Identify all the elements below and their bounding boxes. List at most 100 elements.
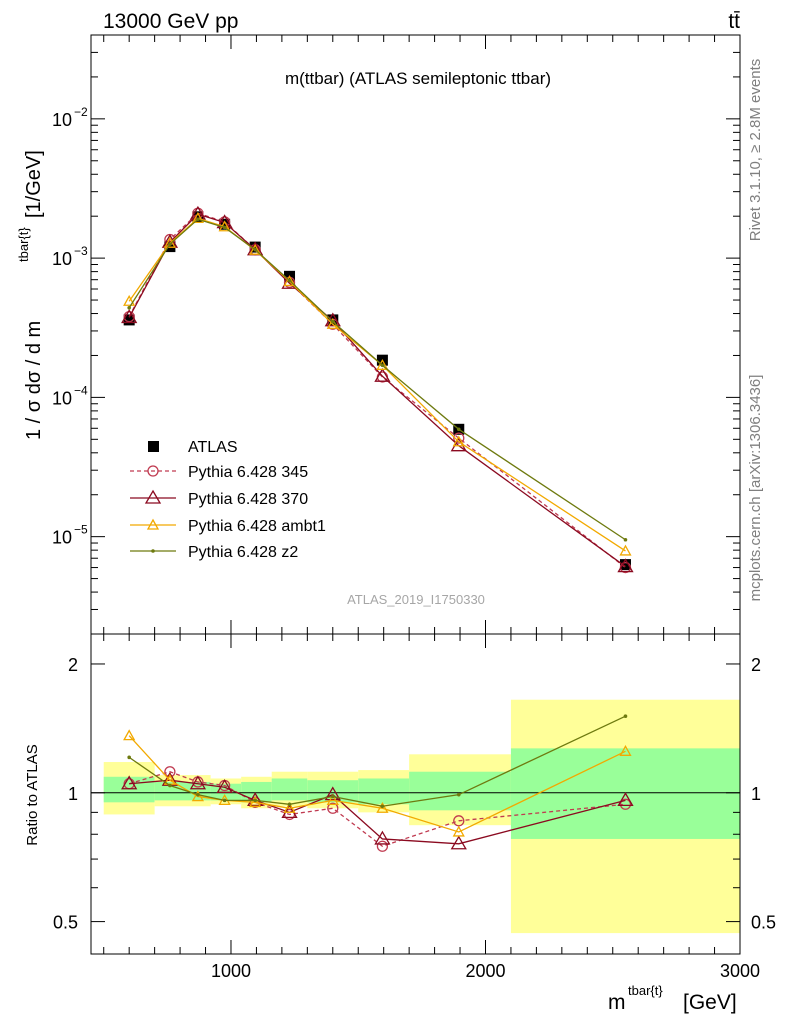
series-line — [128, 218, 626, 541]
header-right: tt̄ — [728, 10, 740, 33]
ratio-point-triangle — [281, 804, 298, 819]
ratio-y-tick-label-left: 0.5 — [53, 913, 78, 933]
ratio-point-dot — [196, 792, 200, 797]
legend-label-370: Pythia 6.428 370 — [188, 491, 308, 508]
data-point-dot — [253, 247, 257, 252]
ratio-y-label: Ratio to ATLAS — [24, 744, 41, 845]
data-point-triangle — [376, 358, 389, 370]
data-point-triangle — [324, 312, 341, 327]
ratio-line — [129, 779, 626, 845]
uncertainty-band-green — [307, 780, 359, 803]
data-point-triangle — [374, 367, 391, 382]
ratio-point-triangle — [326, 794, 339, 806]
uncertainty-band-green — [358, 778, 410, 805]
legend-label-ambt1: Pythia 6.428 ambt1 — [188, 518, 326, 535]
data-point-triangle — [191, 212, 204, 223]
data-point-dot — [287, 278, 292, 283]
main-y-tick-exp: −5 — [74, 523, 88, 537]
ratio-point-dot — [253, 798, 257, 803]
ratio-point-triangle — [249, 795, 262, 807]
ratio-series-2 — [123, 729, 632, 837]
ratio-point-triangle — [617, 792, 634, 807]
uncertainty-band-green — [103, 776, 155, 803]
ratio-point-circle — [327, 802, 339, 814]
ratio-point-dot — [330, 794, 335, 799]
ratio-point-triangle — [376, 801, 389, 813]
data-point-triangle — [123, 294, 136, 306]
data-point-dot — [623, 537, 628, 542]
ratio-line — [128, 715, 626, 807]
ratio-y-tick-label-left: 1 — [68, 784, 78, 804]
ratio-point-triangle — [452, 825, 465, 837]
data-point-dot — [168, 242, 172, 246]
ratio-line — [128, 771, 626, 847]
ratio-point-dot — [380, 804, 385, 809]
ratio-frame — [90, 633, 741, 955]
ratio-y-tick-label-right: 2 — [751, 655, 761, 675]
ratio-panel: Ratio to ATLAS 0.5 0.5 1 1 2 2 1000 2000 3000 m … — [24, 633, 776, 1014]
data-point-square — [219, 218, 231, 230]
uncertainty-band-green — [271, 778, 308, 801]
ratio-point-triangle — [619, 744, 632, 756]
xlabel-sup: tbar{t} — [628, 983, 663, 998]
x-tick-label: 2000 — [465, 961, 505, 981]
legend-label-z2: Pythia 6.428 z2 — [188, 544, 298, 561]
ratio-point-circle — [164, 766, 176, 778]
ratio-point-dot — [222, 798, 227, 803]
x-tick-label: 1000 — [211, 961, 251, 981]
ratio-point-circle — [619, 798, 632, 810]
main-y-tick-exp: −4 — [74, 383, 88, 397]
data-point-dot — [222, 225, 227, 230]
data-point-triangle — [249, 243, 262, 255]
ratio-point-triangle — [216, 779, 233, 793]
ratio-point-dot — [456, 792, 461, 797]
svg-text:1 / σ dσ / d m: 1 / σ dσ / d m — [23, 321, 45, 440]
main-y-tick-exp: −3 — [74, 244, 88, 258]
ratio-point-triangle — [450, 835, 467, 850]
ratio-y-tick-label-right: 0.5 — [751, 913, 776, 933]
ratio-point-dot — [623, 714, 628, 718]
legend-entry-z2: Pythia 6.428 z2 — [130, 544, 298, 561]
legend-entry-ambt1: Pythia 6.428 ambt1 — [130, 518, 326, 535]
ratio-point-triangle — [189, 775, 207, 790]
data-point-square — [249, 241, 261, 253]
xlabel-main: m — [608, 991, 626, 1014]
ratio-point-triangle — [374, 830, 391, 845]
ratio-point-dot — [127, 755, 131, 760]
ylabel-unit: [1/GeV] — [23, 150, 45, 218]
mcplots-label: mcplots.cern.ch [arXiv:1306.3436] — [747, 375, 764, 602]
data-point-dot — [196, 217, 200, 222]
ratio-line — [128, 735, 626, 833]
data-point-triangle — [452, 435, 465, 447]
data-point-triangle — [283, 275, 296, 287]
legend-entry-370: Pythia 6.428 370 — [130, 489, 308, 508]
series-4 — [127, 217, 628, 542]
xlabel-unit: [GeV] — [683, 991, 737, 1014]
ratio-point-triangle — [247, 792, 264, 807]
main-y-tick-label: 10 — [52, 110, 72, 130]
legend-entry-atlas: ATLAS — [148, 439, 238, 456]
legend: ATLAS Pythia 6.428 345 Pythia 6.428 370 … — [130, 439, 326, 561]
ratio-point-dot — [168, 783, 172, 788]
main-y-tick-label: 10 — [52, 528, 72, 548]
ylabel-sup: tbar{t} — [16, 227, 31, 262]
legend-label-345: Pythia 6.428 345 — [188, 464, 308, 481]
x-tick-label: 3000 — [720, 961, 760, 981]
ratio-point-circle — [376, 840, 389, 852]
main-y-axis-label: 1 / σ dσ / d m tbar{t} [1/GeV] — [16, 150, 45, 440]
rivet-label: Rivet 3.1.10, ≥ 2.8M events — [747, 59, 764, 242]
data-point-square — [192, 211, 204, 223]
data-point-circle — [453, 432, 465, 444]
main-title: m(ttbar) (ATLAS semileptonic ttbar) — [285, 69, 551, 88]
data-point-dot — [127, 305, 131, 310]
legend-label-atlas: ATLAS — [188, 439, 238, 456]
data-point-dot — [380, 363, 385, 368]
main-y-tick-label: 10 — [52, 249, 72, 269]
ratio-point-triangle — [191, 790, 204, 802]
main-y-tick-label: 10 — [52, 388, 72, 408]
ratio-point-dot — [287, 802, 292, 807]
ratio-point-triangle — [324, 786, 341, 801]
ratio-series-1 — [121, 771, 634, 850]
data-point-dot — [330, 319, 335, 324]
